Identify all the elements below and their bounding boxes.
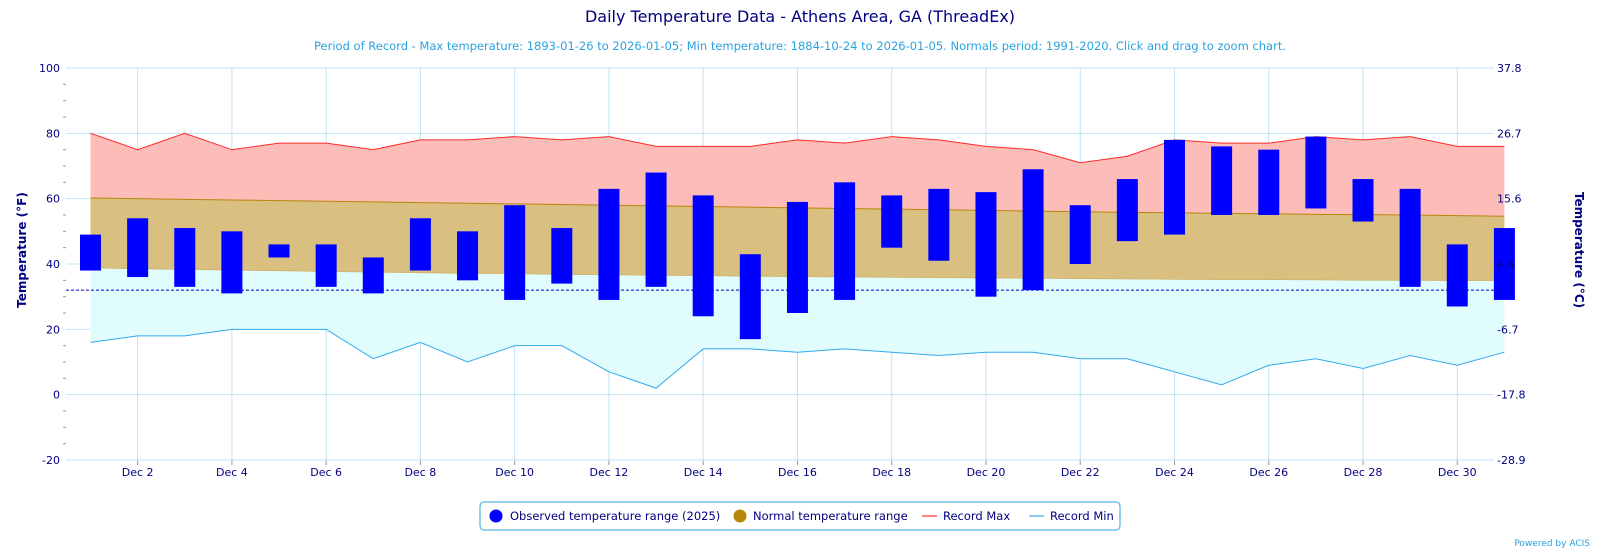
y-tick-label-right: 26.7 [1497, 127, 1522, 140]
chart-subtitle: Period of Record - Max temperature: 1893… [314, 39, 1286, 53]
y-tick-label-left: 80 [46, 127, 60, 140]
x-tick-label: Dec 28 [1344, 466, 1383, 479]
legend[interactable]: Observed temperature range (2025) Normal… [479, 501, 1121, 531]
legend-box [479, 501, 1121, 531]
observed-bar-dec-26[interactable] [1258, 149, 1280, 215]
record-min-area [90, 267, 1505, 389]
observed-bar-dec-19[interactable] [928, 188, 950, 261]
chart-title: Daily Temperature Data - Athens Area, GA… [585, 7, 1015, 26]
observed-bar-dec-11[interactable] [551, 228, 573, 284]
observed-bar-dec-4[interactable] [221, 231, 243, 294]
legend-item-normal[interactable]: Normal temperature range [733, 509, 908, 523]
observed-bar-dec-16[interactable] [786, 201, 808, 313]
legend-observed-label: Observed temperature range (2025) [510, 509, 720, 523]
credit-link[interactable]: Powered by ACIS [1514, 539, 1590, 549]
observed-bar-dec-20[interactable] [975, 192, 997, 297]
observed-bar-dec-30[interactable] [1446, 244, 1468, 307]
x-tick-label: Dec 16 [778, 466, 817, 479]
legend-item-observed[interactable]: Observed temperature range (2025) [489, 509, 721, 523]
observed-bar-dec-25[interactable] [1211, 146, 1233, 215]
legend-record-max-label: Record Max [943, 509, 1010, 523]
y-tick-label-right: -28.9 [1497, 454, 1525, 467]
x-tick-label: Dec 18 [872, 466, 911, 479]
y-tick-label-right: 37.8 [1497, 62, 1522, 75]
observed-bar-dec-21[interactable] [1022, 169, 1044, 291]
x-tick-label: Dec 8 [405, 466, 437, 479]
x-tick-label: Dec 26 [1249, 466, 1288, 479]
x-tick-label: Dec 14 [684, 466, 723, 479]
legend-item-record-max[interactable]: Record Max [922, 509, 1010, 523]
observed-bar-dec-12[interactable] [598, 188, 620, 300]
x-tick-label: Dec 4 [216, 466, 248, 479]
observed-bar-dec-3[interactable] [174, 228, 196, 287]
y-tick-label-left: 0 [53, 389, 60, 402]
y-axis-title-left: Temperature (°F) [15, 192, 29, 308]
observed-bar-dec-27[interactable] [1305, 136, 1327, 209]
record-max-area [90, 133, 1505, 217]
x-tick-label: Dec 6 [310, 466, 342, 479]
record-min-line [90, 328, 1505, 389]
legend-normal-swatch [733, 509, 747, 523]
observed-bar-dec-10[interactable] [504, 205, 526, 300]
observed-bar-dec-13[interactable] [645, 172, 667, 287]
legend-observed-swatch [489, 509, 503, 523]
observed-bar-dec-28[interactable] [1352, 179, 1374, 222]
observed-bar-dec-17[interactable] [834, 182, 856, 300]
observed-bars [80, 136, 1515, 340]
legend-normal-label: Normal temperature range [753, 509, 908, 523]
y-tick-label-left: 40 [46, 258, 60, 271]
observed-bar-dec-18[interactable] [881, 195, 903, 248]
x-tick-label: Dec 12 [590, 466, 629, 479]
y-tick-label-left: 100 [39, 62, 60, 75]
observed-bar-dec-24[interactable] [1163, 139, 1185, 235]
legend-item-record-min[interactable]: Record Min [1029, 509, 1114, 523]
x-tick-label: Dec 10 [495, 466, 534, 479]
x-tick-label: Dec 22 [1061, 466, 1100, 479]
observed-bar-dec-2[interactable] [127, 218, 149, 278]
y-tick-label-right: -17.8 [1497, 389, 1525, 402]
observed-bar-dec-5[interactable] [268, 244, 290, 258]
y-axis-title-right: Temperature (°C) [1572, 192, 1586, 308]
x-tick-label: Dec 30 [1438, 466, 1477, 479]
record-max-line [90, 132, 1505, 164]
observed-bar-dec-9[interactable] [457, 231, 479, 281]
x-tick-label: Dec 20 [967, 466, 1006, 479]
observed-bar-dec-23[interactable] [1116, 179, 1138, 242]
observed-bar-dec-1[interactable] [80, 234, 101, 271]
y-tick-label-left: -20 [42, 454, 60, 467]
axes: -20 -28.9 0 -17.8 20 -6.7 40 4.4 60 15.6 80 26.7 100… [39, 62, 1525, 479]
legend-record-min-label: Record Min [1050, 509, 1114, 523]
observed-bar-dec-6[interactable] [315, 244, 337, 287]
observed-bar-dec-8[interactable] [409, 218, 431, 271]
y-tick-label-right: 15.6 [1497, 193, 1522, 206]
record-lines [66, 132, 1505, 389]
y-tick-label-left: 20 [46, 323, 60, 336]
observed-bar-dec-7[interactable] [362, 257, 384, 294]
observed-bar-dec-15[interactable] [739, 254, 761, 340]
x-tick-label: Dec 2 [122, 466, 154, 479]
x-tick-label: Dec 24 [1155, 466, 1194, 479]
observed-bar-dec-14[interactable] [692, 195, 714, 317]
observed-bar-dec-29[interactable] [1399, 188, 1421, 287]
y-tick-label-right: 4.4 [1497, 258, 1515, 271]
y-tick-label-left: 60 [46, 193, 60, 206]
y-tick-label-right: -6.7 [1497, 323, 1518, 336]
observed-bar-dec-22[interactable] [1069, 205, 1091, 264]
observed-bar-dec-31[interactable] [1493, 228, 1515, 300]
